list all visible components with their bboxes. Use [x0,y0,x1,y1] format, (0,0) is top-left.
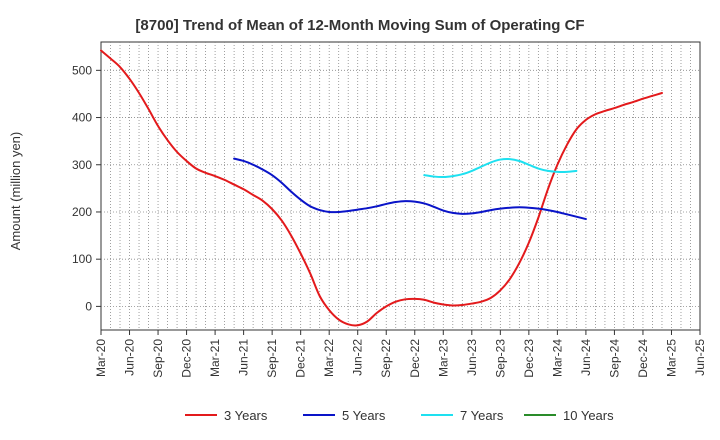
x-tick-label: Sep-22 [379,339,393,378]
chart-title: [8700] Trend of Mean of 12-Month Moving … [135,17,584,34]
legend-label-5-years: 5 Years [342,408,386,423]
x-tick-label: Sep-23 [493,339,507,378]
x-tick-label: Jun-24 [579,339,593,376]
legend-label-7-years: 7 Years [460,408,504,423]
plot-frame [100,41,701,331]
plot-area [100,41,701,331]
y-tick-label: 200 [72,205,92,219]
x-tick-label: Mar-20 [94,339,108,377]
x-tick-label: Jun-25 [693,339,707,376]
y-tick-label: 0 [85,299,92,313]
legend-label-10-years: 10 Years [563,408,614,423]
y-tick-label: 500 [72,63,92,77]
x-tick-label: Dec-23 [522,339,536,378]
x-tick-label: Jun-23 [465,339,479,376]
x-tick-label: Jun-20 [123,339,137,376]
y-axis-ticks: 0 100 200 300 400 500 [72,63,101,313]
x-tick-label: Mar-25 [664,339,678,377]
series-lines [100,49,663,327]
series-line-5-years [233,157,587,221]
series-line-7-years [423,157,578,179]
x-tick-label: Sep-24 [607,339,621,378]
x-tick-label: Mar-21 [208,339,222,377]
grid [101,42,700,330]
x-tick-label: Dec-21 [294,339,308,378]
x-tick-label: Dec-20 [180,339,194,378]
y-tick-label: 300 [72,158,92,172]
legend: 3 Years 5 Years 7 Years 10 Years [185,408,614,423]
x-tick-label: Jun-22 [351,339,365,376]
x-tick-label: Dec-24 [636,339,650,378]
y-tick-label: 400 [72,111,92,125]
x-tick-label: Dec-22 [408,339,422,378]
x-tick-label: Mar-23 [436,339,450,377]
y-tick-label: 100 [72,252,92,266]
x-axis-ticks: Mar-20 Jun-20 Sep-20 Dec-20 Mar-21 Jun-21 Sep-… [94,330,707,378]
legend-label-3-years: 3 Years [224,408,268,423]
x-tick-label: Mar-22 [322,339,336,377]
x-tick-label: Mar-24 [550,339,564,377]
x-tick-label: Jun-21 [237,339,251,376]
y-axis-label: Amount (million yen) [8,132,23,251]
x-tick-label: Sep-20 [151,339,165,378]
series-line-3-years [100,49,663,327]
x-tick-label: Sep-21 [265,339,279,378]
